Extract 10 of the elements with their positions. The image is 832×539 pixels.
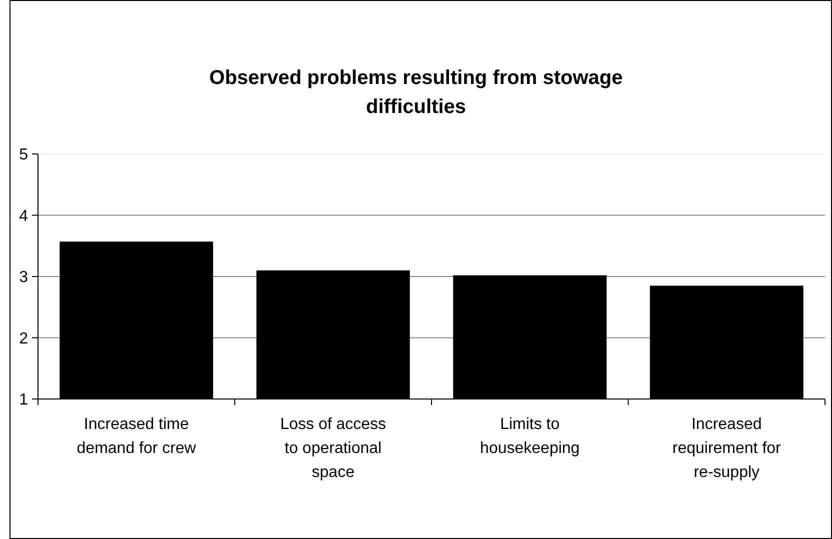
x-tick-label: Limits to housekeeping — [480, 416, 580, 457]
x-tick-label: Increased time demand for crew — [76, 416, 196, 457]
y-tick-label: 3 — [19, 269, 28, 286]
y-tick-label: 2 — [19, 330, 28, 348]
y-tick-label: 5 — [19, 146, 28, 164]
y-tick-label: 4 — [19, 208, 28, 225]
chart-title: Observed problems resulting from stowage difficulties — [209, 67, 623, 118]
x-tick-label: Loss of access to operational space — [280, 416, 386, 481]
y-tick-label: 1 — [19, 392, 28, 409]
x-tick-label: Increased requirement for re-supply — [672, 416, 782, 481]
